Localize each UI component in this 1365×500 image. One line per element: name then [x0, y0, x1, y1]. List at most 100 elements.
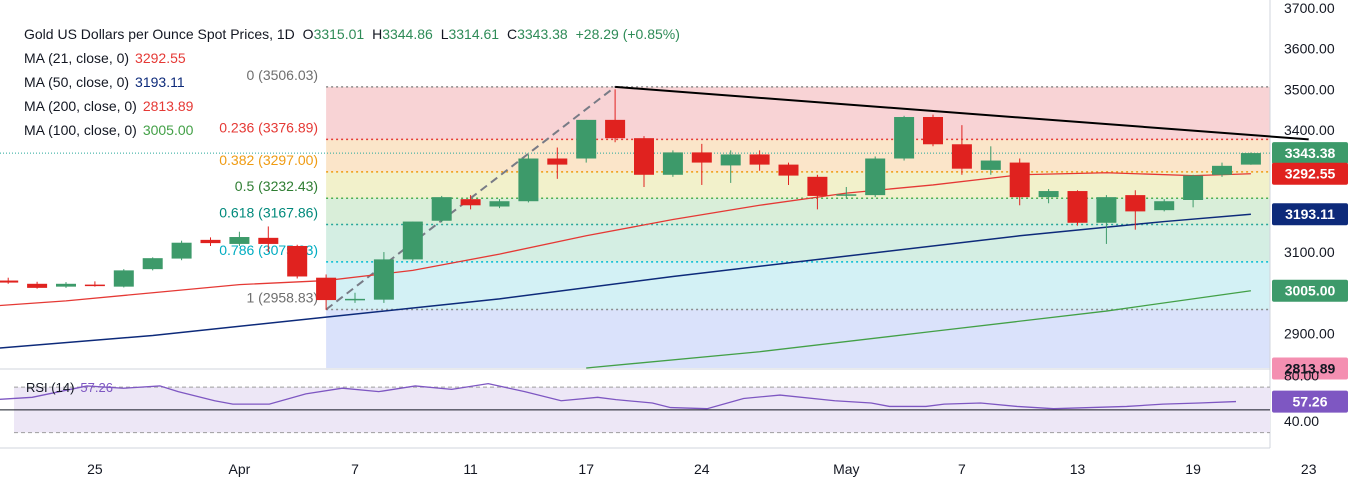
- candle-body: [56, 283, 76, 287]
- ma21-line: [0, 172, 1251, 307]
- price-axis-tag: 3005.00: [1272, 279, 1348, 302]
- candle-up: [1096, 195, 1117, 244]
- ma21-label: MA (21, close, 0): [24, 50, 130, 66]
- candle-body: [547, 158, 568, 165]
- price-axis-tag: 3292.55: [1272, 162, 1348, 185]
- candle-down: [200, 237, 221, 246]
- candle-body: [200, 239, 221, 244]
- candle-down: [27, 281, 48, 289]
- rsi-label: RSI (14): [26, 380, 75, 395]
- candle-down: [951, 125, 972, 175]
- price-axis-tag-bg: [1272, 357, 1348, 380]
- candle-up: [662, 150, 683, 177]
- time-tick-label: 11: [463, 461, 478, 477]
- candle-body: [345, 298, 365, 301]
- ma21-value: 3292.55: [135, 50, 186, 66]
- ma100-legend[interactable]: MA (100, close, 0) 3005.00: [24, 118, 684, 142]
- candle-up: [113, 269, 134, 288]
- ma21-legend[interactable]: MA (21, close, 0) 3292.55: [24, 46, 684, 70]
- price-tick-label: 3600.00: [1284, 41, 1335, 57]
- candle-up: [1183, 174, 1204, 208]
- candle-down: [0, 277, 19, 284]
- ma100-value: 3005.00: [142, 122, 194, 138]
- time-tick-label: 7: [958, 461, 966, 477]
- price-axis-tag-text: 2813.89: [1285, 360, 1336, 376]
- fib-level-label: 0.618 (3167.86): [219, 204, 318, 220]
- candle-body: [807, 176, 828, 196]
- high-value: 3344.86: [382, 26, 433, 42]
- open-label: O: [302, 26, 314, 42]
- rsi-axis-tag-bg: [1272, 390, 1348, 413]
- fib-level-label: 0 (3506.03): [246, 67, 318, 83]
- candle-body: [836, 194, 857, 196]
- candle-body: [287, 245, 308, 277]
- candle-up: [894, 115, 915, 161]
- time-tick-label: 24: [694, 461, 710, 477]
- candle-up: [229, 231, 250, 246]
- fib-zone-2: [326, 171, 1271, 199]
- candle-down: [605, 89, 626, 143]
- candle-body: [258, 237, 279, 244]
- candle-body: [923, 117, 943, 145]
- fib-level-label: 0.382 (3297.00): [219, 152, 318, 168]
- candle-body: [1240, 153, 1261, 165]
- candle-up: [980, 146, 1001, 175]
- rsi-axis-tag-text: 57.26: [1292, 394, 1327, 410]
- candle-body: [691, 152, 712, 163]
- time-tick-label: 23: [1301, 461, 1317, 477]
- candle-up: [1240, 152, 1261, 165]
- rsi-tick-label: 80.00: [1284, 368, 1319, 384]
- candle-up: [1038, 189, 1059, 204]
- candle-body: [1009, 162, 1030, 198]
- candle-down: [460, 195, 481, 210]
- candle-body: [1212, 165, 1232, 175]
- low-label: L: [440, 26, 449, 42]
- candle-body: [605, 119, 626, 139]
- price-axis-tag: 3193.11: [1272, 203, 1348, 226]
- change-value: +28.29 (+0.85%): [575, 26, 680, 42]
- candle-up: [431, 195, 452, 223]
- fib-zone-0: [326, 86, 1271, 140]
- candle-body: [27, 283, 48, 288]
- rsi-tick-label: 40.00: [1284, 413, 1319, 429]
- price-tick-label: 2900.00: [1284, 325, 1335, 341]
- candle-body: [980, 160, 1001, 170]
- candle-body: [749, 154, 770, 165]
- candle-down: [807, 174, 828, 210]
- ohlc-header: Gold US Dollars per Ounce Spot Prices, 1…: [24, 22, 684, 46]
- candle-down: [287, 244, 308, 279]
- candle-down: [691, 143, 712, 185]
- candle-body: [634, 138, 654, 175]
- close-value: 3343.38: [517, 26, 568, 42]
- candle-down: [749, 150, 770, 171]
- open-value: 3315.01: [313, 26, 365, 42]
- high-label: H: [372, 26, 383, 42]
- ma50-legend[interactable]: MA (50, close, 0) 3193.11: [24, 70, 684, 94]
- candle-down: [258, 226, 279, 253]
- candle-body: [662, 152, 683, 175]
- ma100-label: MA (100, close, 0): [24, 122, 137, 138]
- candle-body: [113, 270, 134, 287]
- price-axis-tag-text: 3005.00: [1285, 283, 1336, 299]
- ma200-legend[interactable]: MA (200, close, 0) 2813.89: [24, 94, 684, 118]
- price-tick-label: 3100.00: [1284, 244, 1335, 260]
- rsi-legend[interactable]: RSI (14) 57.26: [26, 380, 113, 395]
- time-tick-label: 7: [351, 461, 359, 477]
- candle-body: [894, 117, 915, 159]
- price-tick-label: 3500.00: [1284, 81, 1335, 97]
- candle-body: [1067, 191, 1088, 223]
- resistance-trendline: [615, 85, 1309, 141]
- candle-body: [576, 119, 597, 159]
- candle-up: [142, 257, 163, 271]
- candle-body: [229, 237, 250, 244]
- time-tick-label: 17: [578, 461, 594, 477]
- rsi-value: 57.26: [80, 380, 113, 395]
- symbol-title: Gold US Dollars per Ounce Spot Prices, 1…: [24, 26, 295, 42]
- candle-body: [0, 280, 19, 283]
- close-label: C: [506, 26, 518, 42]
- candle-up: [1212, 162, 1232, 177]
- fib-zone-5: [326, 261, 1271, 310]
- candle-body: [1096, 197, 1117, 223]
- price-axis-tag-bg: [1272, 203, 1348, 226]
